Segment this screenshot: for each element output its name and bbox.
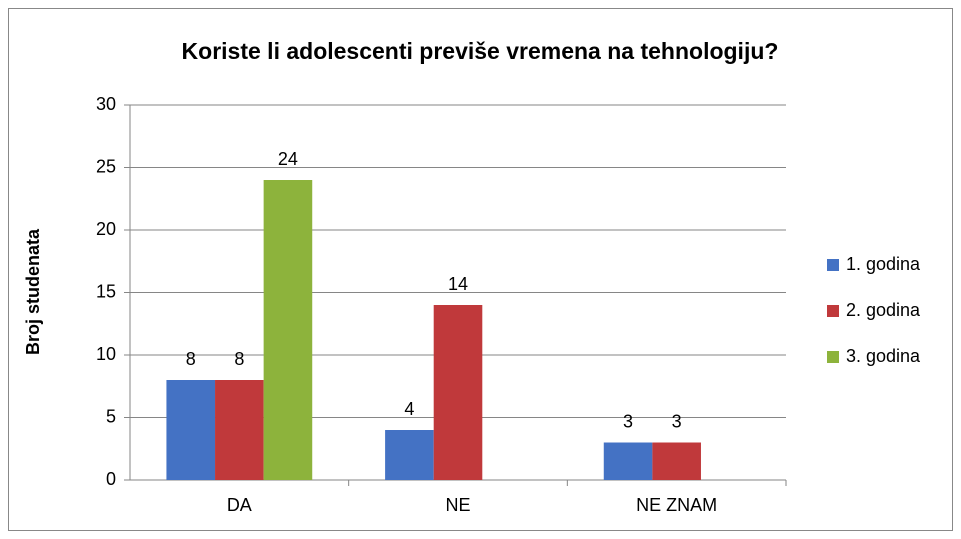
bar: [652, 442, 701, 480]
bar: [433, 305, 483, 480]
y-tick-label: 5: [106, 406, 116, 426]
y-tick-label: 25: [96, 156, 116, 176]
x-tick-label: NE: [445, 495, 470, 515]
data-label: 8: [234, 349, 244, 369]
data-label: 24: [278, 149, 298, 169]
y-tick-label: 30: [96, 94, 116, 114]
bar: [215, 380, 264, 480]
legend-swatch: [827, 259, 839, 271]
legend-swatch: [827, 305, 839, 317]
legend-label: 3. godina: [846, 346, 921, 366]
legend-label: 1. godina: [846, 254, 921, 274]
legend-swatch: [827, 351, 839, 363]
data-label: 3: [672, 411, 682, 431]
y-axis-label: Broj studenata: [23, 228, 43, 355]
y-tick-label: 10: [96, 344, 116, 364]
bar: [166, 380, 216, 480]
y-tick-label: 15: [96, 281, 116, 301]
chart-title: Koriste li adolescenti previše vremena n…: [182, 38, 779, 64]
data-label: 8: [186, 349, 196, 369]
data-label: 4: [404, 399, 414, 419]
x-tick-label: NE ZNAM: [636, 495, 717, 515]
data-label: 3: [623, 411, 633, 431]
bar: [263, 180, 313, 480]
legend-label: 2. godina: [846, 300, 921, 320]
data-label: 14: [448, 274, 468, 294]
bar: [385, 430, 434, 480]
y-tick-label: 0: [106, 469, 116, 489]
x-tick-label: DA: [227, 495, 252, 515]
y-tick-label: 20: [96, 219, 116, 239]
bar: [603, 442, 653, 480]
